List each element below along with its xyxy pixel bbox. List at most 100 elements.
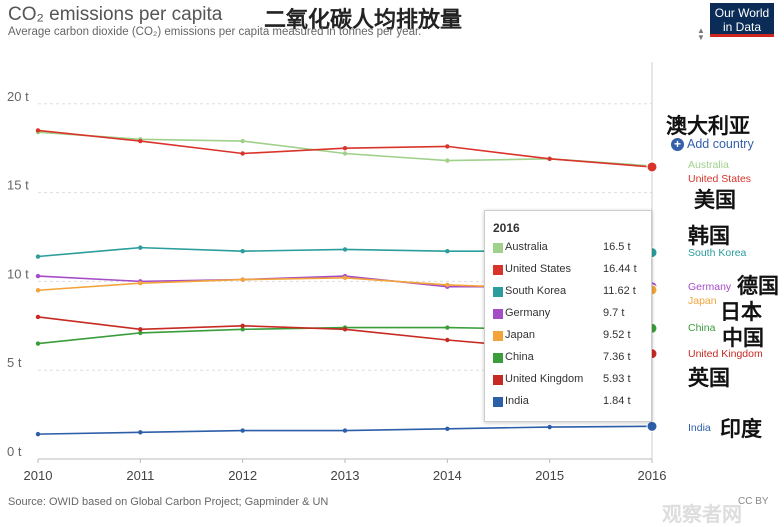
legend-swatch xyxy=(493,397,503,407)
series-label-cn-china: 中国 xyxy=(722,326,764,350)
legend-swatch xyxy=(493,353,503,363)
tooltip-row: South Korea 11.62 t xyxy=(491,283,645,303)
legend-swatch xyxy=(493,309,503,319)
series-label-india[interactable]: India xyxy=(688,422,711,434)
tooltip-row: Japan 9.52 t xyxy=(491,327,645,347)
tooltip-row: United States 16.44 t xyxy=(491,261,645,281)
series-label-united-kingdom[interactable]: United Kingdom xyxy=(688,348,763,360)
series-label-cn-india: 印度 xyxy=(720,417,762,441)
x-tick-label: 2014 xyxy=(433,468,462,483)
tooltip-country: Australia xyxy=(505,241,548,253)
series-label-south-korea[interactable]: South Korea xyxy=(688,247,747,259)
tooltip-row: China 7.36 t xyxy=(491,349,645,369)
logo-line-2: in Data xyxy=(722,20,762,34)
data-point-united-states xyxy=(547,156,552,162)
data-point-united-kingdom xyxy=(240,323,245,328)
data-point-japan xyxy=(445,282,450,288)
source-note[interactable]: Source: OWID based on Global Carbon Proj… xyxy=(8,496,329,508)
data-point-australia xyxy=(342,151,348,156)
x-tick-label: 2011 xyxy=(126,468,154,483)
chevron-up-icon[interactable]: ▲ xyxy=(697,26,705,35)
tooltip-value: 7.36 t xyxy=(603,351,631,363)
tooltip-country: United States xyxy=(505,263,572,275)
license-badge[interactable]: CC BY xyxy=(738,496,769,507)
series-label-australia[interactable]: Australia xyxy=(688,159,729,171)
data-point-japan xyxy=(342,275,348,281)
x-tick-label: 2016 xyxy=(638,468,667,483)
owid-logo[interactable]: Our World in Data xyxy=(710,3,774,37)
add-country-button[interactable]: + Add country xyxy=(671,137,754,151)
tooltip-country: India xyxy=(505,395,529,407)
data-point-india xyxy=(240,428,245,433)
data-point-japan xyxy=(138,280,143,286)
y-tick-label: 5 t xyxy=(7,355,22,370)
tooltip-value: 11.62 t xyxy=(603,285,636,297)
series-label-cn-united-kingdom: 英国 xyxy=(688,366,730,390)
data-point-india xyxy=(342,428,348,433)
series-label-cn-south-korea: 韩国 xyxy=(688,224,730,248)
data-point-south-korea xyxy=(445,248,450,254)
data-point-united-states xyxy=(240,151,245,156)
data-point-united-kingdom xyxy=(138,327,143,332)
data-point-united-states xyxy=(646,161,658,173)
data-point-india xyxy=(138,430,143,435)
tooltip-value: 9.7 t xyxy=(603,307,625,319)
tooltip-value: 9.52 t xyxy=(603,329,631,341)
logo-line-1: Our World xyxy=(714,6,770,20)
data-point-united-kingdom xyxy=(35,314,41,320)
tooltip-row: Germany 9.7 t xyxy=(491,305,645,325)
series-label-cn-japan: 日本 xyxy=(720,300,762,324)
data-point-china xyxy=(445,325,450,330)
legend-swatch xyxy=(493,375,503,385)
tooltip-row: United Kingdom 5.93 t xyxy=(491,371,645,391)
tooltip-year: 2016 xyxy=(493,221,520,235)
scroll-control[interactable]: ▲ ▼ xyxy=(697,26,705,42)
x-tick-label: 2010 xyxy=(24,468,53,483)
data-point-india xyxy=(547,424,552,430)
data-point-india xyxy=(35,431,41,437)
add-country-label: Add country xyxy=(687,137,754,151)
data-point-india xyxy=(445,426,450,432)
series-label-germany[interactable]: Germany xyxy=(688,281,732,293)
series-label-china[interactable]: China xyxy=(688,322,716,334)
data-point-japan xyxy=(35,288,41,293)
data-point-australia xyxy=(240,138,245,144)
series-label-cn-united-states: 美国 xyxy=(694,188,736,212)
x-tick-label: 2013 xyxy=(331,468,360,483)
data-point-japan xyxy=(240,277,245,282)
tooltip-row: India 1.84 t xyxy=(491,393,645,413)
data-point-united-states xyxy=(342,145,348,151)
series-label-cn-germany: 德国 xyxy=(737,274,779,298)
tooltip-value: 5.93 t xyxy=(603,373,631,385)
data-point-united-states xyxy=(35,128,41,133)
data-point-united-kingdom xyxy=(445,337,450,343)
data-point-australia xyxy=(445,158,450,163)
tooltip-value: 16.44 t xyxy=(603,263,637,275)
series-label-japan[interactable]: Japan xyxy=(688,295,717,307)
data-point-south-korea xyxy=(138,245,143,250)
plus-icon: + xyxy=(671,138,684,151)
tooltip-country: Japan xyxy=(505,329,535,341)
data-point-china xyxy=(35,341,41,346)
data-point-south-korea xyxy=(342,247,348,252)
data-point-south-korea xyxy=(35,254,41,259)
data-point-united-kingdom xyxy=(342,327,348,332)
x-tick-label: 2015 xyxy=(535,468,564,483)
x-tick-label: 2012 xyxy=(228,468,257,483)
legend-swatch xyxy=(493,331,503,341)
tooltip-country: Germany xyxy=(505,307,551,319)
tooltip-country: China xyxy=(505,351,534,363)
legend-swatch xyxy=(493,265,503,275)
legend-swatch xyxy=(493,287,503,297)
data-point-india xyxy=(646,420,658,432)
data-point-germany xyxy=(35,273,41,279)
chart-title: CO₂ emissions per capita xyxy=(8,4,223,25)
data-point-china xyxy=(240,327,245,332)
line-chart[interactable]: 0 t 5 t 10 t 15 t 20 t 2010 2011 2012 2013 2014 20… xyxy=(0,0,784,514)
series-label-united-states[interactable]: United States xyxy=(688,173,752,185)
tooltip: 2016 Australia 16.5 t United States 16.44 t… xyxy=(484,210,652,422)
chevron-down-icon[interactable]: ▼ xyxy=(697,33,705,42)
legend-swatch xyxy=(493,243,503,253)
tooltip-country: United Kingdom xyxy=(505,373,584,385)
series-label-cn-australia: 澳大利亚 xyxy=(666,114,750,138)
